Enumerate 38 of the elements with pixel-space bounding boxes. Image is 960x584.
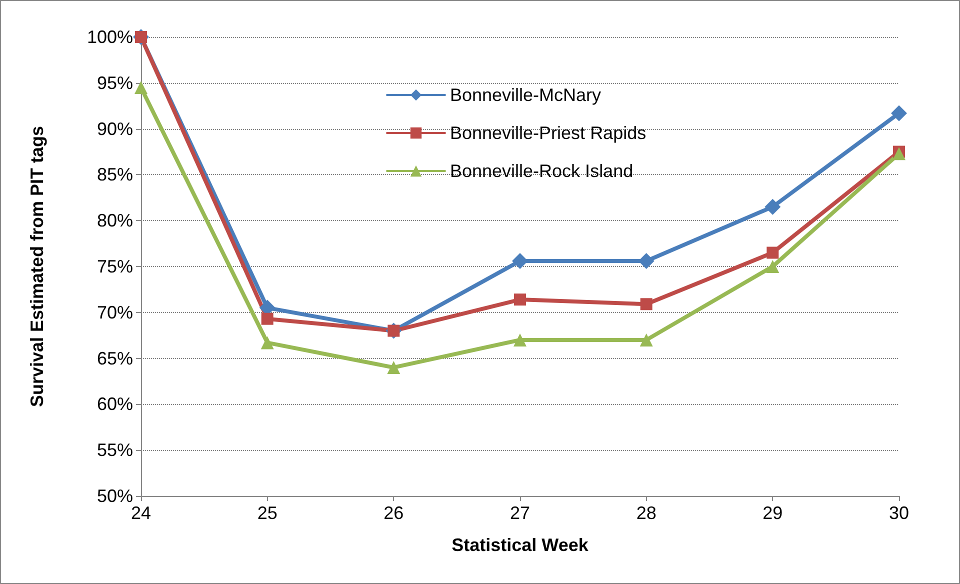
x-tick-label: 30 bbox=[888, 503, 910, 523]
point bbox=[638, 252, 654, 269]
point bbox=[514, 333, 526, 346]
point bbox=[764, 198, 781, 215]
y-tick-label: 50% bbox=[96, 486, 133, 506]
x-tick-label: 26 bbox=[384, 503, 404, 523]
y-tick-label: 100% bbox=[86, 27, 133, 47]
point bbox=[261, 312, 274, 325]
point bbox=[260, 336, 274, 350]
x-tick-label: 29 bbox=[762, 503, 783, 523]
x-tick-label: 25 bbox=[257, 503, 278, 523]
point bbox=[640, 333, 653, 346]
legend-label: Bonneville-Rock Island bbox=[450, 161, 634, 181]
point bbox=[766, 260, 780, 273]
y-axis-title: Survival Estimated from PIT tags bbox=[27, 126, 47, 408]
y-tick-label: 70% bbox=[96, 302, 133, 322]
point bbox=[891, 105, 907, 122]
y-tick-label: 80% bbox=[96, 210, 133, 231]
legend-label: Bonneville-McNary bbox=[450, 85, 602, 105]
x-tick-label: 24 bbox=[130, 503, 152, 523]
point bbox=[512, 252, 528, 269]
y-tick-label: 85% bbox=[96, 164, 133, 185]
y-tick-label: 60% bbox=[96, 394, 133, 414]
legend-label: Bonneville-Priest Rapids bbox=[450, 123, 646, 143]
x-tick-label: 27 bbox=[510, 503, 530, 523]
y-tick-label: 65% bbox=[96, 348, 133, 368]
point bbox=[766, 246, 779, 259]
point bbox=[387, 360, 400, 374]
x-axis-title: Statistical Week bbox=[452, 535, 590, 555]
y-tick-label: 95% bbox=[96, 72, 133, 93]
y-tick-label: 75% bbox=[96, 256, 133, 276]
point bbox=[514, 294, 526, 306]
point bbox=[892, 147, 906, 160]
y-tick-label: 90% bbox=[96, 118, 133, 139]
x-tick-label: 28 bbox=[636, 503, 656, 523]
y-tick-label: 55% bbox=[96, 440, 133, 460]
point bbox=[640, 298, 652, 310]
point bbox=[134, 80, 148, 94]
